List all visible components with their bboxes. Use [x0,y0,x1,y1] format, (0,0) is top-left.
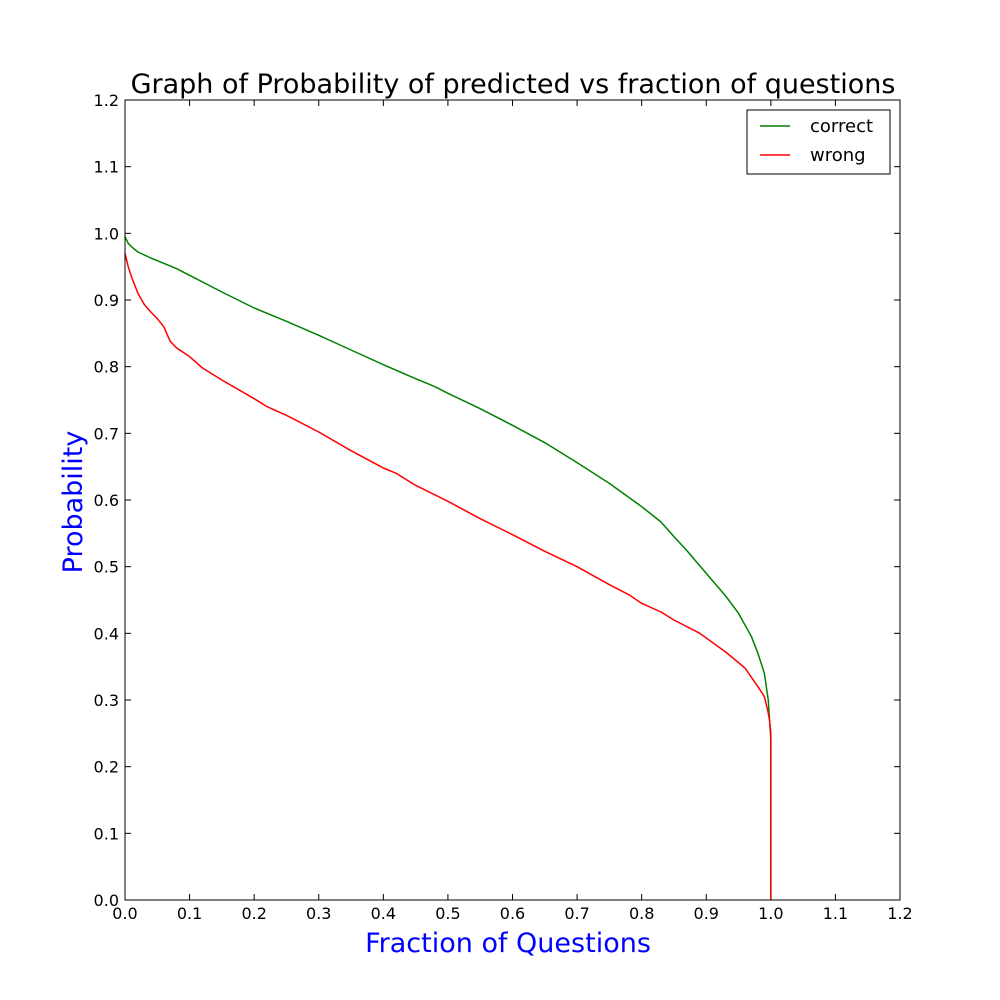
legend-label-wrong: wrong [810,145,866,166]
x-tick-label: 1.1 [823,904,848,923]
legend-box [746,109,891,175]
chart-title: Graph of Probability of predicted vs fra… [131,69,896,100]
y-tick-label: 1.2 [94,91,119,110]
x-tick-label: 0.1 [177,904,202,923]
y-tick-label: 0.8 [94,358,119,377]
x-tick-label: 0.5 [435,904,460,923]
x-tick-label: 0.9 [694,904,719,923]
x-tick-label: 0.3 [306,904,331,923]
series-line-correct [124,236,772,900]
y-tick-label: 0.4 [94,624,119,643]
y-tick-label: 0.9 [94,291,119,310]
x-tick-label: 0.6 [500,904,525,923]
y-axis-ticks: 0.0 0.1 0.2 0.3 0.4 0.5 0.6 0.7 0.8 0.9 1.0 1.1 1.2 [94,91,900,910]
series-layer [124,236,772,900]
x-tick-label: 0.8 [629,904,654,923]
y-tick-label: 0.0 [94,891,119,910]
series-line-wrong [124,253,772,900]
x-tick-label: 0.4 [371,904,396,923]
x-tick-label: 1.2 [887,904,912,923]
y-tick-label: 1.1 [94,158,119,177]
y-tick-label: 0.7 [94,424,119,443]
x-tick-label: 0.7 [564,904,589,923]
y-tick-label: 0.2 [94,758,119,777]
y-axis-label: Probability [58,431,89,574]
y-tick-label: 0.6 [94,491,119,510]
x-tick-label: 1.0 [758,904,783,923]
y-tick-label: 0.3 [94,691,119,710]
plot-frame [124,99,901,901]
legend: correct wrong [746,109,891,175]
x-tick-label: 0.0 [112,904,137,923]
y-tick-label: 1.0 [94,224,119,243]
x-axis-ticks: 0.0 0.1 0.2 0.3 0.4 0.5 0.6 0.7 0.8 0.9 1.0 1.1 1.2 [112,100,913,923]
y-tick-label: 0.5 [94,558,119,577]
x-axis-label: Fraction of Questions [365,928,651,959]
x-tick-label: 0.2 [241,904,266,923]
legend-label-correct: correct [810,116,873,137]
y-tick-label: 0.1 [94,824,119,843]
